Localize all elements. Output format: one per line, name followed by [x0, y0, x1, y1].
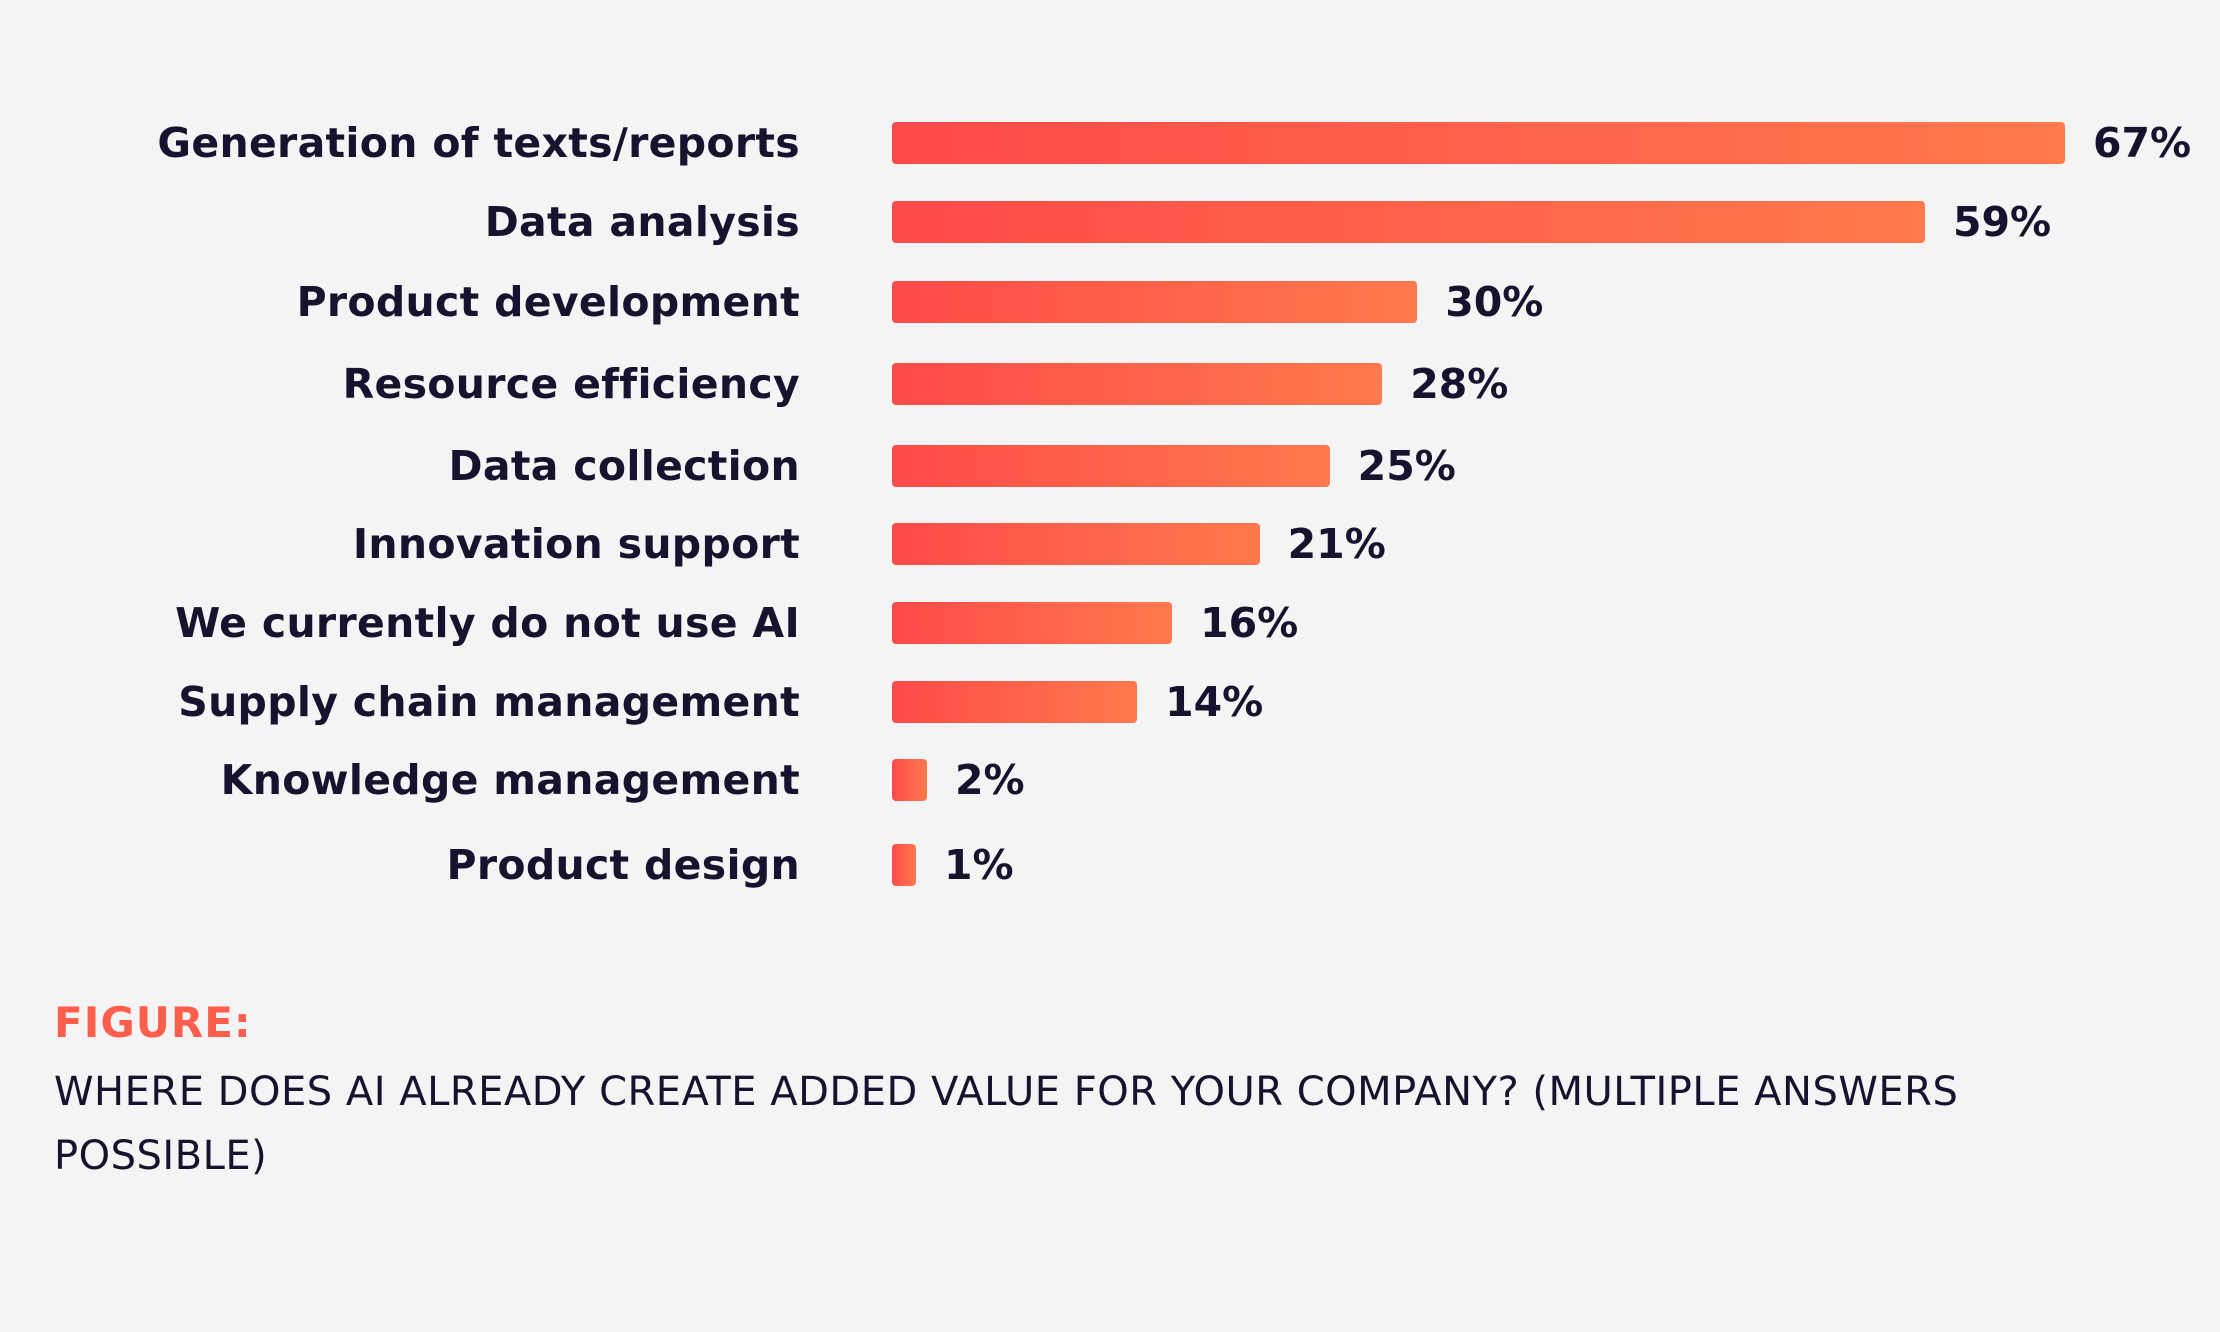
bar [892, 681, 1138, 723]
value-label: 59% [1952, 198, 2052, 246]
figure-label: FIGURE: [54, 998, 252, 1047]
bar [892, 759, 927, 801]
bar [892, 602, 1173, 644]
category-label: We currently do not use AI [175, 599, 800, 647]
figure-caption: WHERE DOES AI ALREADY CREATE ADDED VALUE… [54, 1069, 1959, 1179]
bar [892, 523, 1260, 565]
category-label: Data collection [448, 442, 800, 490]
value-label: 30% [1445, 278, 1544, 326]
category-label: Resource efficiency [342, 360, 800, 408]
category-label: Product design [446, 841, 800, 889]
value-label: 2% [955, 756, 1025, 804]
bar [892, 445, 1330, 487]
bar [892, 363, 1383, 405]
value-label: 25% [1357, 442, 1456, 490]
category-label: Knowledge management [220, 756, 800, 804]
bar-chart: Generation of texts/reports 67% Data analy… [157, 119, 2192, 889]
value-label: 1% [944, 841, 1014, 889]
value-label: 28% [1410, 360, 1509, 408]
bar [892, 201, 1925, 243]
category-label: Generation of texts/reports [157, 119, 800, 167]
category-label: Product development [296, 278, 800, 326]
value-label: 14% [1165, 678, 1264, 726]
category-label: Innovation support [352, 520, 800, 568]
bar [892, 844, 916, 886]
category-label: Data analysis [484, 198, 800, 246]
category-label: Supply chain management [178, 678, 800, 726]
value-label: 67% [2093, 119, 2192, 167]
bar [892, 281, 1418, 323]
bar [892, 122, 2065, 164]
value-label: 16% [1200, 599, 1299, 647]
value-label: 21% [1287, 520, 1386, 568]
